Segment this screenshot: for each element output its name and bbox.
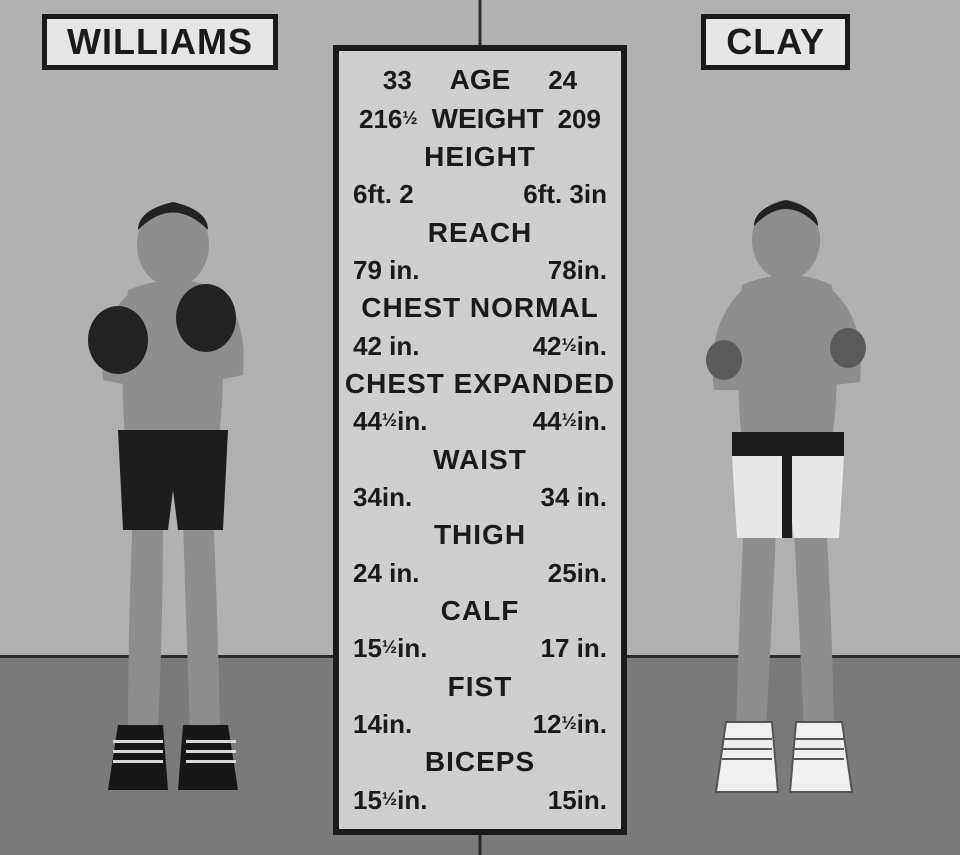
- stat-left-value: 216½: [359, 104, 418, 135]
- stat-right-value: 24: [548, 65, 577, 96]
- stat-left-value: 6ft. 2: [353, 179, 414, 210]
- stat-right-value: 34 in.: [541, 482, 607, 513]
- stat-header-calf: CALF: [339, 595, 621, 627]
- stat-values-waist: 34in. 34 in.: [339, 482, 621, 513]
- fighter-right-figure: [634, 90, 934, 830]
- stat-right-value: 44½in.: [533, 406, 607, 437]
- stat-left-value: 15½in.: [353, 785, 427, 816]
- stat-left-value: 14in.: [353, 709, 412, 740]
- stat-row-age: 33 AGE 24: [339, 64, 621, 96]
- stat-left-value: 24 in.: [353, 558, 419, 589]
- stat-values-chest-expanded: 44½in. 44½in.: [339, 406, 621, 437]
- stat-right-value: 78in.: [548, 255, 607, 286]
- stat-left-value: 42 in.: [353, 331, 419, 362]
- stat-header-waist: WAIST: [339, 444, 621, 476]
- stat-label: WEIGHT: [432, 103, 544, 135]
- stat-header-chest-expanded: CHEST EXPANDED: [339, 368, 621, 400]
- stat-header-thigh: THIGH: [339, 519, 621, 551]
- stat-header-biceps: BICEPS: [339, 746, 621, 778]
- stat-left-value: 44½in.: [353, 406, 427, 437]
- stat-right-value: 17 in.: [541, 633, 607, 664]
- stats-panel: 33 AGE 24 216½ WEIGHT 209 HEIGHT 6ft. 2 6ft. 3in…: [333, 45, 627, 835]
- stat-values-height: 6ft. 2 6ft. 3in: [339, 179, 621, 210]
- stat-left-value: 79 in.: [353, 255, 419, 286]
- stat-values-reach: 79 in. 78in.: [339, 255, 621, 286]
- stat-left-value: 15½in.: [353, 633, 427, 664]
- stat-values-chest-normal: 42 in. 42½in.: [339, 331, 621, 362]
- fighter-left-figure: [18, 90, 318, 830]
- stat-values-calf: 15½in. 17 in.: [339, 633, 621, 664]
- tale-of-the-tape: WILLIAMS CLAY: [0, 0, 960, 855]
- stat-header-height: HEIGHT: [339, 141, 621, 173]
- fighter-right-name: CLAY: [701, 14, 850, 70]
- stat-row-weight: 216½ WEIGHT 209: [339, 103, 621, 135]
- stat-left-value: 33: [383, 65, 412, 96]
- stat-values-thigh: 24 in. 25in.: [339, 558, 621, 589]
- stat-label: AGE: [450, 64, 511, 96]
- stat-header-chest-normal: CHEST NORMAL: [339, 292, 621, 324]
- stat-right-value: 25in.: [548, 558, 607, 589]
- stat-right-value: 42½in.: [533, 331, 607, 362]
- stat-right-value: 12½in.: [533, 709, 607, 740]
- stat-header-reach: REACH: [339, 217, 621, 249]
- stat-header-fist: FIST: [339, 671, 621, 703]
- stat-values-fist: 14in. 12½in.: [339, 709, 621, 740]
- stat-right-value: 15in.: [548, 785, 607, 816]
- stat-left-value: 34in.: [353, 482, 412, 513]
- stat-right-value: 6ft. 3in: [523, 179, 607, 210]
- stat-right-value: 209: [558, 104, 601, 135]
- fighter-left-name: WILLIAMS: [42, 14, 278, 70]
- stat-values-biceps: 15½in. 15in.: [339, 785, 621, 816]
